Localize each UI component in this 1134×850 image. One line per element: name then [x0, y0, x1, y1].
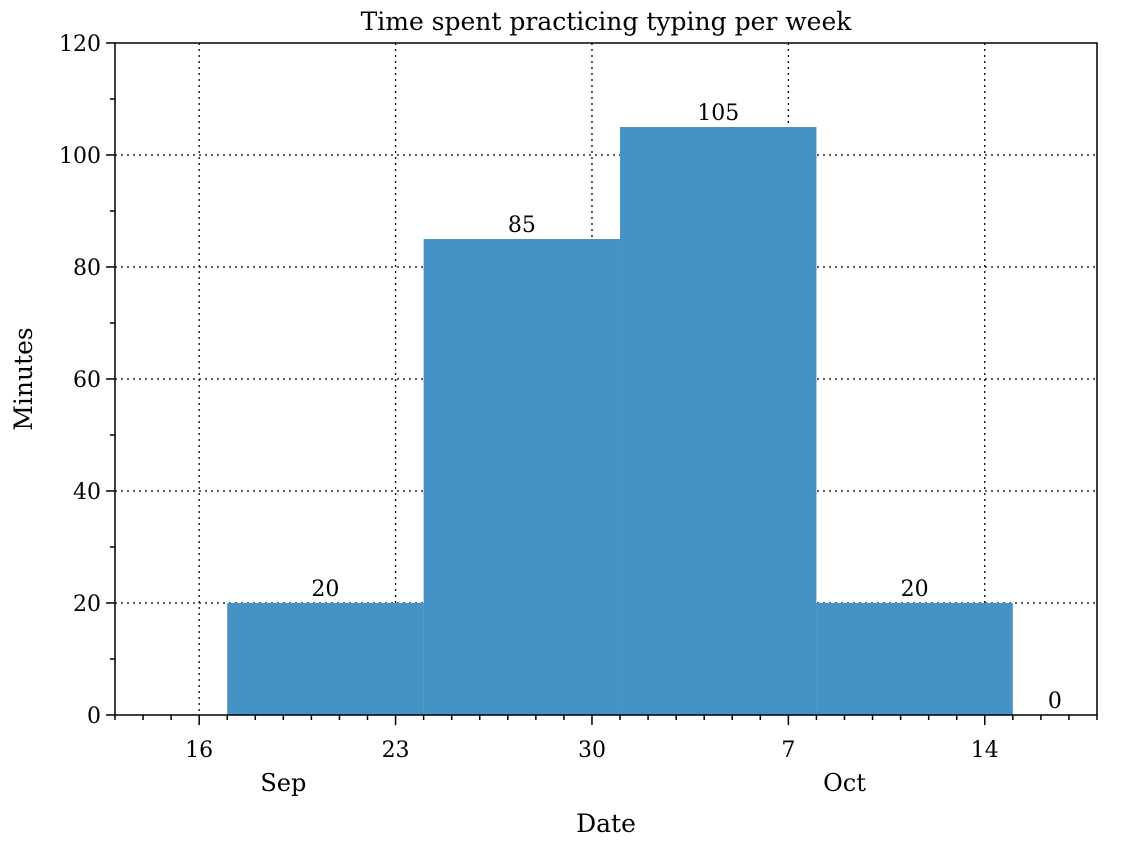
x-axis-title: Date: [576, 809, 636, 838]
x-month-label: Oct: [823, 769, 866, 797]
y-tick-label: 100: [59, 144, 101, 169]
y-tick-label: 60: [73, 368, 101, 393]
bar-value-label: 0: [1048, 689, 1062, 714]
bar: [816, 603, 1013, 715]
y-tick-label: 20: [73, 592, 101, 617]
bar: [227, 603, 424, 715]
chart-title: Time spent practicing typing per week: [361, 7, 853, 36]
y-tick-label: 0: [87, 704, 101, 729]
bar: [423, 239, 621, 715]
x-tick-label: 30: [578, 738, 606, 763]
y-tick-label: 120: [59, 32, 101, 57]
bar-value-label: 20: [901, 577, 929, 602]
y-tick-label: 80: [73, 256, 101, 281]
x-tick-label: 23: [382, 738, 410, 763]
y-axis-title: Minutes: [9, 327, 38, 430]
bar-value-label: 105: [697, 101, 739, 126]
x-tick-label: 14: [971, 738, 999, 763]
tick-labels: 0 20 40 60 80 100 120 16 23 30 7 14 Sep Oct: [59, 32, 999, 797]
bar-value-label: 85: [508, 213, 536, 238]
x-month-label: Sep: [260, 769, 306, 797]
x-tick-label: 16: [185, 738, 213, 763]
bar-labels: 20 85 105 20 0: [311, 101, 1061, 714]
bar-value-label: 20: [311, 577, 339, 602]
bar: [620, 127, 817, 715]
x-tick-label: 7: [781, 738, 795, 763]
bars: [227, 127, 1013, 715]
y-tick-label: 40: [73, 480, 101, 505]
ticks: [106, 42, 1098, 725]
